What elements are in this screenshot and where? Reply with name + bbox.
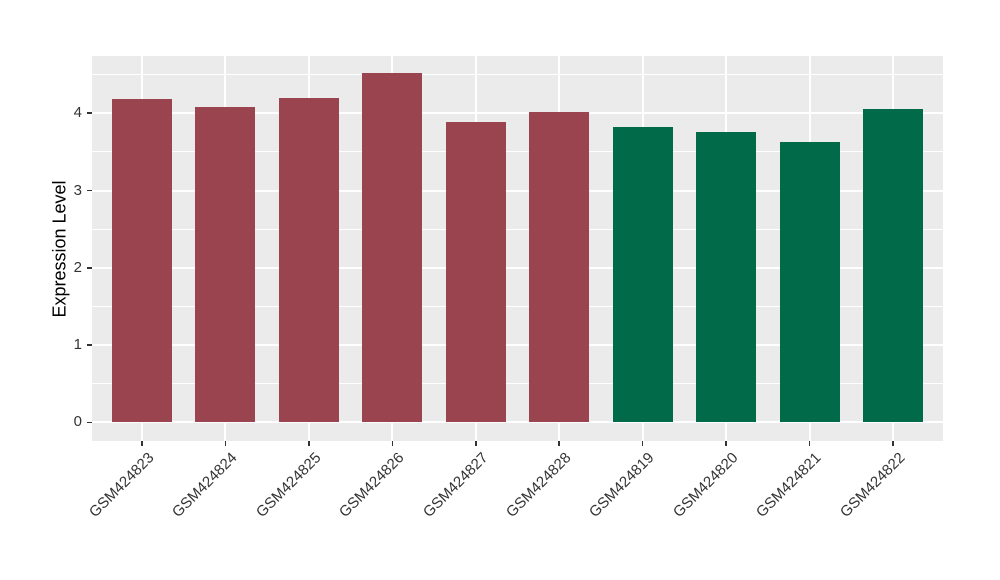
bar bbox=[696, 131, 757, 423]
bar bbox=[529, 111, 590, 423]
x-axis-tick bbox=[224, 441, 227, 446]
x-axis-tick bbox=[641, 441, 644, 446]
y-axis-tick bbox=[87, 267, 92, 269]
x-axis-tick bbox=[892, 441, 894, 446]
gridline-major-horizontal bbox=[92, 189, 943, 192]
bar bbox=[445, 122, 506, 423]
x-tick-label: GSM424825 bbox=[252, 449, 325, 521]
x-tick-label: GSM424827 bbox=[419, 449, 492, 521]
gridline-major-horizontal bbox=[92, 344, 943, 347]
y-tick-label: 1 bbox=[73, 336, 82, 354]
bar bbox=[862, 109, 923, 423]
x-axis-tick bbox=[808, 441, 811, 446]
y-tick-label: 4 bbox=[73, 104, 82, 122]
x-tick-label: GSM424821 bbox=[753, 449, 825, 521]
x-axis-tick bbox=[391, 441, 394, 446]
bar bbox=[278, 97, 339, 423]
x-axis-tick bbox=[475, 441, 477, 446]
gridline-major-horizontal bbox=[92, 266, 943, 269]
x-axis-tick bbox=[141, 441, 143, 446]
x-tick-label: GSM424822 bbox=[836, 449, 909, 521]
gridline-major-horizontal bbox=[92, 421, 943, 424]
gridline-minor-horizontal bbox=[92, 74, 943, 76]
bar bbox=[362, 73, 423, 423]
gridline-minor-horizontal bbox=[92, 228, 943, 230]
bar bbox=[195, 107, 256, 423]
y-tick-label: 3 bbox=[73, 181, 82, 199]
bar bbox=[112, 98, 173, 423]
x-tick-label: GSM424826 bbox=[336, 449, 408, 521]
gridline-minor-horizontal bbox=[92, 151, 943, 153]
x-axis-tick bbox=[308, 441, 310, 446]
y-axis-tick bbox=[87, 344, 92, 346]
y-tick-label: 2 bbox=[73, 258, 82, 276]
y-axis-tick bbox=[87, 421, 92, 424]
y-axis-tick bbox=[87, 189, 92, 192]
x-tick-label: GSM424828 bbox=[502, 449, 575, 521]
bar bbox=[779, 141, 840, 423]
y-axis-tick bbox=[87, 112, 92, 114]
y-axis-title: Expression Level bbox=[49, 179, 70, 318]
gridline-major-horizontal bbox=[92, 112, 943, 115]
gridline-minor-horizontal bbox=[92, 383, 943, 385]
x-tick-label: GSM424820 bbox=[669, 449, 742, 521]
x-axis-tick bbox=[725, 441, 727, 446]
x-axis-tick bbox=[558, 441, 560, 446]
x-tick-label: GSM424824 bbox=[169, 449, 241, 521]
gridline-minor-horizontal bbox=[92, 305, 943, 307]
bar bbox=[612, 127, 673, 423]
x-tick-label: GSM424823 bbox=[85, 449, 158, 521]
x-tick-label: GSM424819 bbox=[586, 449, 658, 521]
y-tick-label: 0 bbox=[73, 413, 82, 431]
